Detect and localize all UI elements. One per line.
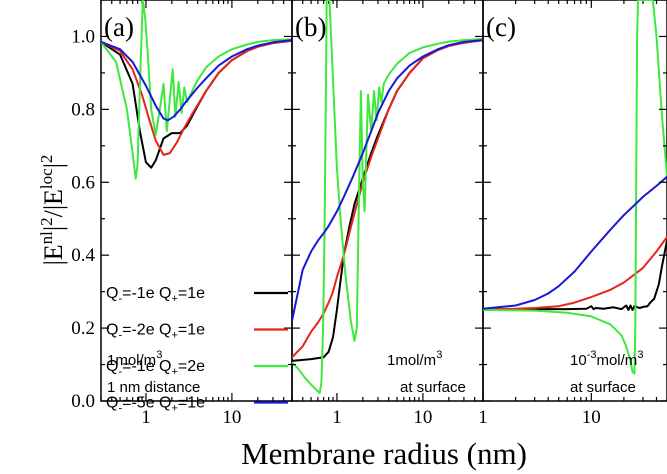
panel-c-note-unit-exp: 3 xyxy=(637,349,643,361)
panel-c-note-unit: mol/m xyxy=(596,352,637,369)
x-tick-label: 1 xyxy=(332,407,342,428)
series-line-green xyxy=(101,0,292,180)
series-group xyxy=(101,0,292,180)
y-axis: 0.0 0.2 0.4 0.6 0.8 1.0 xyxy=(71,0,667,412)
panel-b-label: (b) xyxy=(295,12,326,42)
panel-c: 1 10 xyxy=(478,0,667,428)
y-tick-label: 0.6 xyxy=(71,172,95,193)
panel-c-note-base: 10 xyxy=(570,352,587,369)
x-axis-title: Membrane radius (nm) xyxy=(241,436,527,471)
panel-c-note-exp: -3 xyxy=(587,349,597,361)
panel-a: 1 10 xyxy=(100,0,293,428)
x-tick-label: 10 xyxy=(413,407,432,428)
panel-frame xyxy=(291,0,484,402)
series-line-black xyxy=(292,39,483,362)
series-group xyxy=(292,0,483,394)
series-line-green xyxy=(292,0,483,394)
y-tick-label: 0.2 xyxy=(71,318,95,339)
panel-b-note-location: at surface xyxy=(400,379,466,396)
panel-a-note-exp: 3 xyxy=(156,349,162,361)
series-line-blue xyxy=(292,39,483,322)
legend-label-red: Q-=-2e Q+=1e xyxy=(106,322,205,342)
series-line-blue xyxy=(483,175,667,310)
x-tick-label: 10 xyxy=(582,407,601,428)
series-line-red xyxy=(483,236,667,311)
legend-label-black: Q-=-1e Q+=1e xyxy=(106,285,205,305)
panel-a-note-concentration: 1mol/m3 xyxy=(107,349,162,369)
panel-c-note-location: at surface xyxy=(570,379,636,396)
panel-b-note-exp: 3 xyxy=(436,349,442,361)
legend-label-blue: Q-=-5e Q+=1e xyxy=(106,395,205,415)
panel-c-note-concentration: 10-3mol/m3 xyxy=(570,349,643,369)
panel-a-note-distance: 1 nm distance xyxy=(107,379,200,396)
series-line-blue xyxy=(101,39,292,122)
series-line-green xyxy=(483,0,667,375)
legend-label-green: Q-=-1e Q+=2e xyxy=(106,358,205,378)
panel-a-note-unit: 1mol/m xyxy=(107,352,156,369)
series-group xyxy=(483,0,667,375)
panel-b-note-concentration: 1mol/m3 xyxy=(387,349,442,369)
x-tick-label: 1 xyxy=(141,407,151,428)
y-tick-label: 0.4 xyxy=(71,245,95,266)
series-line-black xyxy=(483,239,667,311)
legend: Q-=-1e Q+=1e Q-=-2e Q+=1e Q-=-1e Q+=2e Q-=-… xyxy=(106,285,288,415)
x-tick-label: 1 xyxy=(478,407,488,428)
x-tick-label: 10 xyxy=(222,407,241,428)
panel-b-note-unit: 1mol/m xyxy=(387,352,436,369)
panel-a-label: (a) xyxy=(104,12,134,42)
series-line-red xyxy=(292,39,483,359)
y-axis-title: |Enl|2/|Eloc|2 xyxy=(37,155,68,266)
y-tick-label: 1.0 xyxy=(71,26,95,47)
y-tick-label: 0.0 xyxy=(71,391,95,412)
y-tick-label: 0.8 xyxy=(71,99,95,120)
panel-c-label: (c) xyxy=(486,12,516,42)
